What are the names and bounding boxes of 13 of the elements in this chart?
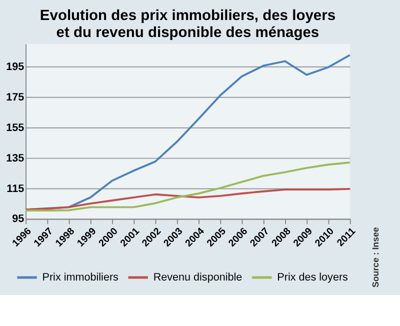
y-tick-label: 95 — [12, 213, 24, 226]
y-tick-label: 115 — [6, 182, 24, 195]
legend-label: Prix immobiliers — [42, 271, 120, 284]
legend-label: Prix des loyers — [277, 271, 349, 284]
legend-label: Revenu disponible — [153, 271, 242, 284]
y-tick-label: 135 — [6, 152, 24, 164]
y-tick-label: 175 — [6, 91, 24, 104]
y-tick-label: 195 — [6, 61, 24, 74]
y-tick-label: 155 — [6, 122, 24, 134]
source-note: Source : Insee — [370, 227, 380, 288]
chart-title: Evolution des prix immobiliers, des loyers et du revenu disponible des ménages — [40, 8, 336, 41]
line-series — [24, 188, 351, 211]
line-series — [24, 161, 351, 212]
